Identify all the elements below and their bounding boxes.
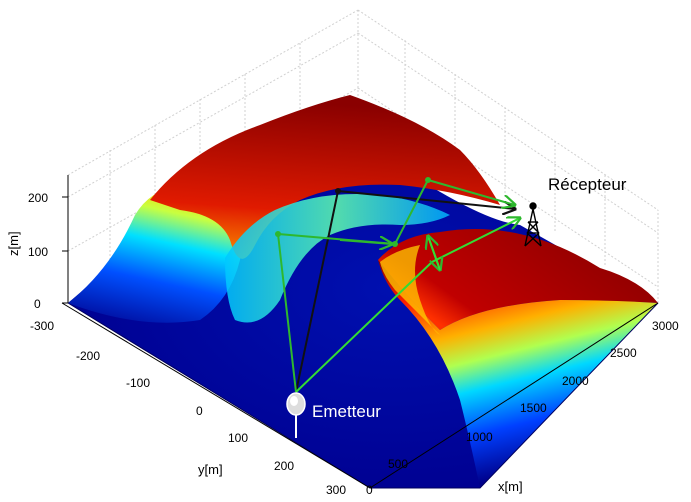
axis-lines bbox=[61, 175, 659, 489]
x-tick-label: 1500 bbox=[520, 401, 547, 415]
receiver-label: Récepteur bbox=[548, 175, 627, 194]
y-tick-label: 300 bbox=[326, 483, 346, 497]
y-tick-label: -200 bbox=[76, 349, 100, 363]
transmitter-marker bbox=[286, 392, 306, 438]
diffracted-ray-branch-2 bbox=[428, 236, 441, 271]
z-tick-label: 200 bbox=[28, 191, 48, 205]
x-tick-label: 3000 bbox=[652, 319, 679, 333]
y-tick-label: 200 bbox=[274, 459, 294, 473]
z-tick-label: 0 bbox=[34, 297, 41, 311]
y-axis-ticks: -300 -200 -100 0 100 200 300 bbox=[30, 319, 346, 497]
transmitter-label: Emetteur bbox=[312, 402, 381, 421]
x-axis-label: x[m] bbox=[498, 479, 523, 494]
reflected-ray-arrow bbox=[339, 240, 392, 244]
surface-transition-band bbox=[225, 194, 450, 323]
y-tick-label: -100 bbox=[126, 376, 150, 390]
surface-left-ridge-top bbox=[150, 95, 500, 259]
direct-ray-reflection-point bbox=[335, 188, 341, 194]
x-axis-ticks: 0 500 1000 1500 2000 2500 3000 bbox=[366, 319, 679, 497]
surface-right-slope bbox=[378, 260, 658, 488]
reflected-ray-point-c bbox=[425, 177, 431, 183]
y-axis-label: y[m] bbox=[198, 462, 223, 477]
z-axis-label: z[m] bbox=[6, 231, 21, 256]
surface bbox=[67, 95, 659, 489]
reflected-ray-point-a bbox=[275, 231, 281, 237]
x-tick-label: 0 bbox=[366, 483, 373, 497]
x-tick-label: 2000 bbox=[562, 374, 589, 388]
x-tick-label: 1000 bbox=[466, 430, 493, 444]
surface-front-edge bbox=[67, 302, 659, 489]
receiver-tower-icon bbox=[524, 202, 542, 247]
y-tick-label: 100 bbox=[228, 431, 248, 445]
surface-right-hill-edge bbox=[380, 245, 440, 335]
y-tick-label: -300 bbox=[30, 319, 54, 333]
y-tick-label: 0 bbox=[196, 404, 203, 418]
x-tick-label: 2500 bbox=[610, 346, 637, 360]
z-axis-ticks: 0 100 200 bbox=[28, 191, 68, 311]
ray-paths bbox=[275, 177, 520, 393]
x-tick-label: 500 bbox=[388, 457, 408, 471]
z-tick-label: 100 bbox=[28, 245, 48, 259]
reflected-ray-point-b bbox=[392, 241, 398, 247]
